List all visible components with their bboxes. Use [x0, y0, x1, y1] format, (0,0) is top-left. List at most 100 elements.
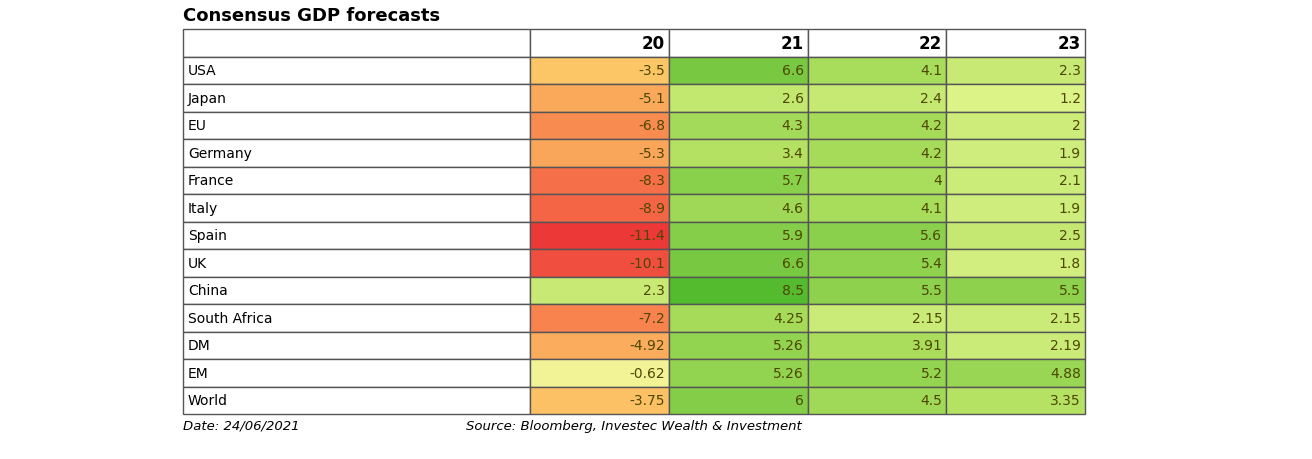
Bar: [530, 222, 669, 249]
Bar: [530, 112, 669, 140]
Bar: [182, 195, 530, 222]
Bar: [182, 386, 530, 414]
Bar: [946, 386, 1085, 414]
Bar: [530, 140, 669, 167]
Text: -5.1: -5.1: [638, 91, 665, 106]
Bar: [530, 167, 669, 195]
Text: 4.1: 4.1: [920, 64, 942, 78]
Bar: [946, 85, 1085, 112]
Text: 4: 4: [934, 174, 942, 188]
Text: -6.8: -6.8: [638, 119, 665, 133]
Bar: [946, 222, 1085, 249]
Text: -7.2: -7.2: [638, 311, 665, 325]
Bar: [182, 222, 530, 249]
Text: 2.15: 2.15: [1050, 311, 1081, 325]
Text: World: World: [188, 393, 228, 408]
Bar: [808, 359, 946, 386]
Text: 1.2: 1.2: [1059, 91, 1081, 106]
Text: DM: DM: [188, 339, 211, 353]
Text: -11.4: -11.4: [630, 229, 665, 243]
Bar: [669, 332, 808, 359]
Text: 5.4: 5.4: [921, 256, 942, 270]
Bar: [946, 359, 1085, 386]
Bar: [808, 85, 946, 112]
Bar: [182, 359, 530, 386]
Bar: [182, 277, 530, 304]
Bar: [530, 195, 669, 222]
Bar: [182, 85, 530, 112]
Text: 3.91: 3.91: [912, 339, 942, 353]
Bar: [946, 332, 1085, 359]
Bar: [808, 30, 946, 57]
Bar: [182, 112, 530, 140]
Text: France: France: [188, 174, 235, 188]
Bar: [669, 304, 808, 332]
Bar: [669, 167, 808, 195]
Text: 4.2: 4.2: [921, 146, 942, 160]
Text: Germany: Germany: [188, 146, 252, 160]
Text: Italy: Italy: [188, 202, 218, 215]
Bar: [808, 167, 946, 195]
Bar: [182, 167, 530, 195]
Text: EM: EM: [188, 366, 209, 380]
Text: 4.1: 4.1: [920, 202, 942, 215]
Text: 4.6: 4.6: [782, 202, 804, 215]
Text: -5.3: -5.3: [638, 146, 665, 160]
Bar: [669, 112, 808, 140]
Text: 2.3: 2.3: [643, 284, 665, 297]
Text: -10.1: -10.1: [630, 256, 665, 270]
Bar: [669, 249, 808, 277]
Bar: [946, 57, 1085, 85]
Text: 6.6: 6.6: [782, 256, 804, 270]
Text: 8.5: 8.5: [782, 284, 804, 297]
Bar: [808, 222, 946, 249]
Text: 6.6: 6.6: [782, 64, 804, 78]
Text: 4.3: 4.3: [782, 119, 804, 133]
Text: China: China: [188, 284, 228, 297]
Text: 23: 23: [1057, 35, 1081, 53]
Bar: [182, 304, 530, 332]
Text: 5.26: 5.26: [773, 366, 804, 380]
Bar: [669, 57, 808, 85]
Text: -3.75: -3.75: [630, 393, 665, 408]
Bar: [946, 140, 1085, 167]
Bar: [669, 195, 808, 222]
Text: -8.3: -8.3: [638, 174, 665, 188]
Bar: [946, 195, 1085, 222]
Bar: [530, 386, 669, 414]
Bar: [182, 140, 530, 167]
Text: 1.9: 1.9: [1059, 146, 1081, 160]
Bar: [182, 30, 530, 57]
Bar: [669, 277, 808, 304]
Bar: [808, 332, 946, 359]
Bar: [808, 249, 946, 277]
Text: USA: USA: [188, 64, 216, 78]
Text: 3.35: 3.35: [1051, 393, 1081, 408]
Text: 3.4: 3.4: [782, 146, 804, 160]
Text: Spain: Spain: [188, 229, 227, 243]
Bar: [530, 304, 669, 332]
Text: 2.5: 2.5: [1059, 229, 1081, 243]
Bar: [182, 332, 530, 359]
Text: 1.9: 1.9: [1059, 202, 1081, 215]
Text: -4.92: -4.92: [630, 339, 665, 353]
Bar: [808, 140, 946, 167]
Bar: [530, 359, 669, 386]
Text: 22: 22: [920, 35, 942, 53]
Text: 2.4: 2.4: [921, 91, 942, 106]
Bar: [182, 57, 530, 85]
Bar: [530, 85, 669, 112]
Text: 2.3: 2.3: [1059, 64, 1081, 78]
Text: 5.2: 5.2: [921, 366, 942, 380]
Text: Source: Bloomberg, Investec Wealth & Investment: Source: Bloomberg, Investec Wealth & Inv…: [466, 419, 802, 432]
Text: 5.9: 5.9: [782, 229, 804, 243]
Bar: [808, 304, 946, 332]
Bar: [530, 277, 669, 304]
Bar: [946, 304, 1085, 332]
Bar: [946, 112, 1085, 140]
Text: 2: 2: [1072, 119, 1081, 133]
Text: 20: 20: [642, 35, 665, 53]
Text: -8.9: -8.9: [638, 202, 665, 215]
Bar: [808, 57, 946, 85]
Bar: [808, 386, 946, 414]
